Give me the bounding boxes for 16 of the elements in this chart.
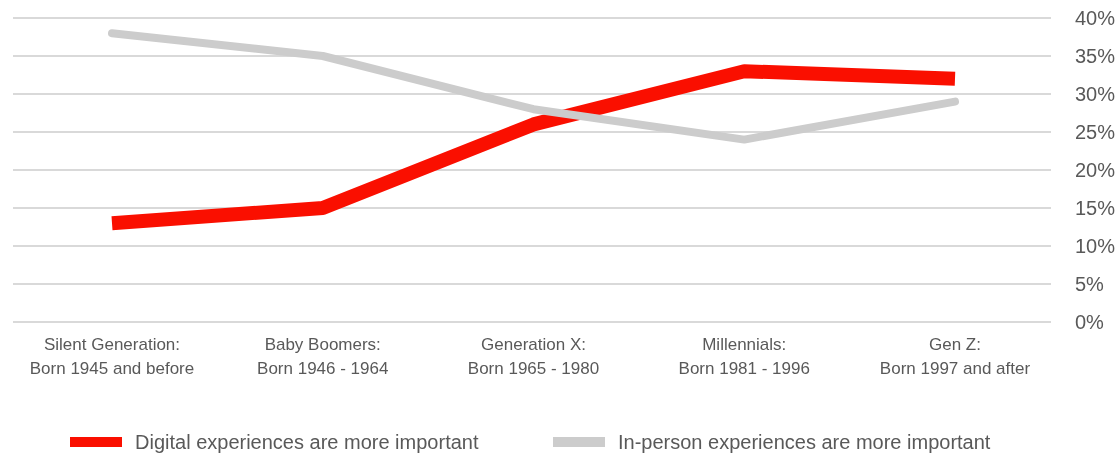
- y-tick-label: 40%: [1075, 7, 1116, 29]
- x-tick-label: Silent Generation: Born 1945 and before: [29, 335, 195, 378]
- y-tick-label: 20%: [1075, 159, 1116, 181]
- y-tick-label: 0%: [1075, 311, 1105, 333]
- legend-label: In-person experiences are more important: [618, 431, 991, 453]
- y-tick-label: 5%: [1075, 273, 1105, 295]
- x-tick-label: Generation X: Born 1965 - 1980: [467, 335, 600, 378]
- y-tick-label: 35%: [1075, 45, 1116, 67]
- legend-label: Digital experiences are more important: [135, 431, 479, 453]
- y-tick-label: 10%: [1075, 235, 1116, 257]
- x-tick-label: Baby Boomers: Born 1946 - 1964: [257, 335, 389, 378]
- x-tick-label: Millennials: Born 1981 - 1996: [678, 335, 810, 378]
- y-tick-label: 15%: [1075, 197, 1116, 219]
- x-tick-label: Gen Z: Born 1997 and after: [879, 335, 1031, 378]
- y-tick-label: 30%: [1075, 83, 1116, 105]
- y-tick-label: 25%: [1075, 121, 1116, 143]
